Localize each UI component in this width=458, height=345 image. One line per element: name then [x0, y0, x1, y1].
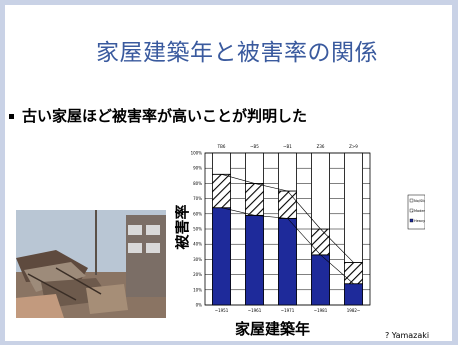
bar-no-slight [245, 152, 264, 184]
y-tick-label: 100% [191, 151, 203, 156]
legend-swatch [409, 198, 414, 203]
x-tick-label: ~1971 [281, 308, 295, 313]
bar-no-slight [311, 152, 330, 230]
y-tick-label: 20% [193, 272, 202, 277]
x-tick-label: 1982~ [347, 308, 361, 313]
y-tick-label: 10% [193, 287, 202, 292]
slide-title: 家屋建築年と被害率の関係 [96, 40, 378, 66]
bar-heavy [278, 217, 297, 306]
top-label: ~B5 [250, 144, 259, 149]
damage-rate-chart: 0% 10% 20% 30% 40% 50% 60% 70% 80% 90% 100% ~1951 TB… [175, 144, 425, 313]
chart-trend-lines [221, 173, 354, 284]
top-label: Z>9 [349, 144, 358, 149]
bar-heavy [344, 283, 363, 306]
x-axis-label: 家屋建築年 [235, 320, 311, 338]
top-label: TB6 [217, 144, 226, 149]
legend-label: No/Slight [414, 199, 425, 203]
top-label: ~B1 [283, 144, 292, 149]
bar-heavy [245, 214, 264, 306]
bar-moderate [344, 262, 363, 285]
y-tick-label: 90% [193, 166, 202, 171]
legend-label: Heavy [414, 219, 425, 223]
bar-moderate [212, 173, 231, 209]
x-tick-label: ~1981 [314, 308, 328, 313]
chart-legend: No/Slight Moderate Heavy [407, 194, 425, 230]
trend-line-moderate [221, 173, 354, 263]
chart-axis: 0% 10% 20% 30% 40% 50% 60% 70% 80% 90% 100% ~1951 TB… [191, 144, 361, 313]
y-tick-label: 80% [193, 181, 202, 186]
collapsed-house-photo [16, 210, 166, 318]
image-credit: ? Yamazaki [385, 331, 430, 340]
bar-no-slight [344, 152, 363, 263]
bar-moderate [278, 190, 297, 219]
legend-swatch [409, 218, 414, 223]
bar-heavy [311, 254, 330, 306]
y-tick-label: 40% [193, 242, 202, 247]
bar-heavy [212, 207, 231, 306]
trend-line-heavy [221, 207, 354, 284]
legend-swatch [409, 208, 414, 213]
y-tick-label: 70% [193, 196, 202, 201]
chart-bars [212, 152, 363, 306]
y-axis-label: 被害率 [175, 204, 191, 249]
top-label: Z36 [317, 144, 325, 149]
bar-moderate [245, 183, 264, 216]
y-tick-label: 0% [196, 303, 203, 308]
y-tick-label: 50% [193, 227, 202, 232]
y-tick-label: 30% [193, 257, 202, 262]
legend-label: Moderate [414, 209, 425, 213]
x-tick-label: ~1961 [248, 308, 262, 313]
x-tick-label: ~1951 [215, 308, 229, 313]
bar-no-slight [212, 152, 231, 175]
bullet-text: 古い家屋ほど被害率が高いことが判明した [22, 107, 308, 125]
bar-moderate [311, 228, 330, 256]
y-tick-label: 60% [193, 211, 202, 216]
bar-no-slight [278, 152, 297, 192]
bullet-marker [9, 114, 14, 119]
